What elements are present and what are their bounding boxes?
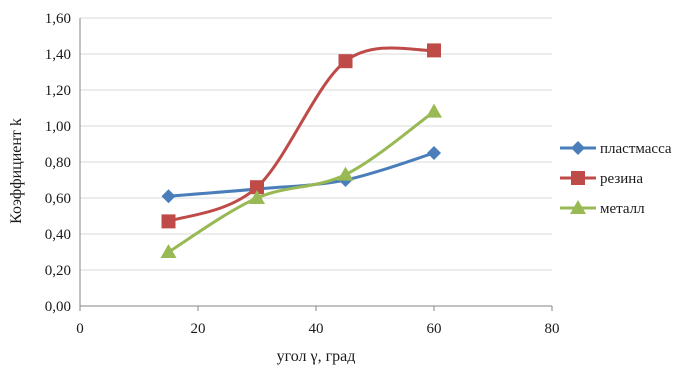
grid-layer (80, 17, 552, 307)
legend-label: резина (600, 171, 643, 187)
x-tick-label: 80 (545, 321, 560, 337)
legend-marker (570, 200, 586, 214)
y-tick-label: 0,80 (45, 155, 71, 171)
series-3 (160, 103, 442, 258)
x-tick-label: 0 (76, 321, 84, 337)
legend-item-3: металл (560, 200, 645, 217)
x-tick-label: 20 (191, 321, 206, 337)
data-point (427, 146, 441, 160)
legend-label: металл (600, 201, 645, 217)
data-point (161, 189, 176, 204)
y-tick-label: 1,00 (45, 119, 71, 135)
y-tick-label: 0,40 (45, 227, 71, 243)
series-line (167, 151, 436, 198)
series-line (167, 46, 436, 223)
data-point (250, 180, 264, 195)
data-point (426, 103, 442, 118)
legend: пластмасса резина металл (560, 141, 672, 217)
legend-label: пластмасса (600, 141, 672, 157)
legend-marker (571, 171, 585, 185)
y-axis-title: Коэффициент k (8, 118, 25, 224)
y-tick-label: 1,20 (45, 83, 71, 99)
data-point (337, 166, 354, 181)
legend-item-2: резина (560, 171, 643, 187)
y-tick-label: 0,00 (45, 299, 71, 315)
series-2 (161, 43, 441, 229)
y-tick-label: 1,60 (45, 11, 71, 27)
series-line (167, 110, 436, 254)
x-tick-label: 40 (309, 321, 324, 337)
series-1 (161, 146, 441, 204)
y-tick-label: 1,40 (45, 47, 71, 63)
data-point (160, 244, 177, 258)
axis-layer: 0,00 0,20 0,40 0,60 0,80 1,00 1,20 1,40 1,60 0 20 4… (45, 11, 560, 337)
data-point (161, 214, 176, 229)
legend-item-1: пластмасса (560, 141, 672, 157)
legend-marker (571, 141, 585, 155)
x-axis-title: угол γ, град (277, 348, 356, 365)
x-tick-label: 60 (427, 321, 442, 337)
y-tick-label: 0,60 (45, 191, 71, 207)
y-tick-label: 0,20 (45, 263, 71, 279)
series-layer (160, 43, 442, 258)
data-point (249, 190, 265, 204)
data-point (427, 43, 441, 58)
data-point (338, 54, 353, 69)
